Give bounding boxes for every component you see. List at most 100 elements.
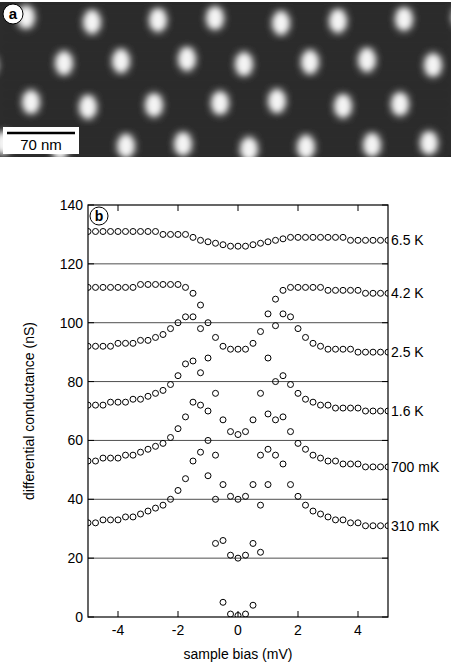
vortex-spot [358, 48, 376, 72]
data-point [295, 284, 301, 290]
data-point [280, 373, 286, 379]
data-point [325, 234, 331, 240]
y-tick-right [382, 322, 388, 323]
data-point [370, 464, 376, 470]
data-point [363, 290, 369, 296]
data-point [378, 408, 384, 414]
x-tick-label: 2 [294, 622, 302, 638]
vortex-spot [268, 89, 286, 113]
data-point [168, 281, 174, 287]
y-tick-right [382, 263, 388, 264]
data-point [145, 228, 151, 234]
data-point [130, 514, 136, 520]
image-panel: a70 nm [0, 0, 451, 161]
data-point [258, 549, 264, 555]
vortex-spot [79, 95, 97, 119]
vortex-spot [149, 8, 167, 32]
x-tick-top [298, 205, 299, 211]
data-point [100, 402, 106, 408]
data-point [190, 399, 196, 405]
vortex-spot [55, 51, 73, 75]
data-point [250, 340, 256, 346]
data-point [228, 493, 234, 499]
data-point [145, 446, 151, 452]
data-point [355, 520, 361, 526]
x-tick [298, 611, 299, 617]
y-tick-right [382, 499, 388, 500]
data-point [333, 234, 339, 240]
vortex-spot [395, 7, 413, 31]
data-point [243, 346, 249, 352]
series [88, 228, 388, 249]
data-point [130, 396, 136, 402]
data-point [348, 461, 354, 467]
data-point [310, 452, 316, 458]
data-point [153, 505, 159, 511]
data-point [258, 240, 264, 246]
data-point [198, 370, 204, 376]
series-label: 6.5 K [391, 232, 424, 248]
data-point [235, 555, 241, 561]
scan-line [0, 113, 451, 115]
data-point [228, 243, 234, 249]
data-point [295, 390, 301, 396]
data-point [160, 281, 166, 287]
data-point [138, 396, 144, 402]
data-point [265, 311, 271, 317]
data-point [145, 281, 151, 287]
data-point [205, 473, 211, 479]
data-point [318, 511, 324, 517]
panel-letter: a [9, 5, 18, 22]
grid-line [88, 440, 388, 441]
data-point [303, 396, 309, 402]
data-point [183, 414, 189, 420]
data-point [138, 228, 144, 234]
data-point [363, 523, 369, 529]
data-point [280, 236, 286, 242]
data-point [295, 440, 301, 446]
data-point [175, 487, 181, 493]
vortex-spot [420, 131, 438, 155]
data-point [370, 408, 376, 414]
series [88, 281, 388, 352]
series [88, 311, 388, 438]
data-point [93, 402, 99, 408]
x-tick-label: -4 [112, 622, 125, 638]
data-point [93, 284, 99, 290]
data-point [100, 343, 106, 349]
data-point [333, 458, 339, 464]
data-point [130, 452, 136, 458]
x-tick-top [238, 205, 239, 211]
y-tick-label: 80 [67, 374, 83, 390]
data-point [198, 402, 204, 408]
data-point [348, 520, 354, 526]
data-point [190, 458, 196, 464]
data-point [363, 408, 369, 414]
data-point [303, 334, 309, 340]
data-point [153, 443, 159, 449]
scale-bar-box [3, 127, 79, 154]
data-point [235, 432, 241, 438]
data-point [235, 346, 241, 352]
data-point [108, 228, 114, 234]
x-tick-top [358, 205, 359, 211]
data-point [318, 402, 324, 408]
data-point [228, 611, 234, 617]
data-point [123, 452, 129, 458]
y-tick [88, 558, 94, 559]
data-point [153, 334, 159, 340]
scan-line [0, 46, 451, 48]
x-tick-label: -2 [172, 622, 185, 638]
data-point [243, 493, 249, 499]
data-point [138, 337, 144, 343]
data-point [250, 417, 256, 423]
data-point [348, 405, 354, 411]
data-point [310, 508, 316, 514]
vortex-spot [235, 52, 253, 76]
data-point [183, 361, 189, 367]
data-point [160, 387, 166, 393]
image-background [0, 2, 451, 157]
data-point [175, 231, 181, 237]
data-point [348, 346, 354, 352]
grid-line [88, 263, 388, 264]
